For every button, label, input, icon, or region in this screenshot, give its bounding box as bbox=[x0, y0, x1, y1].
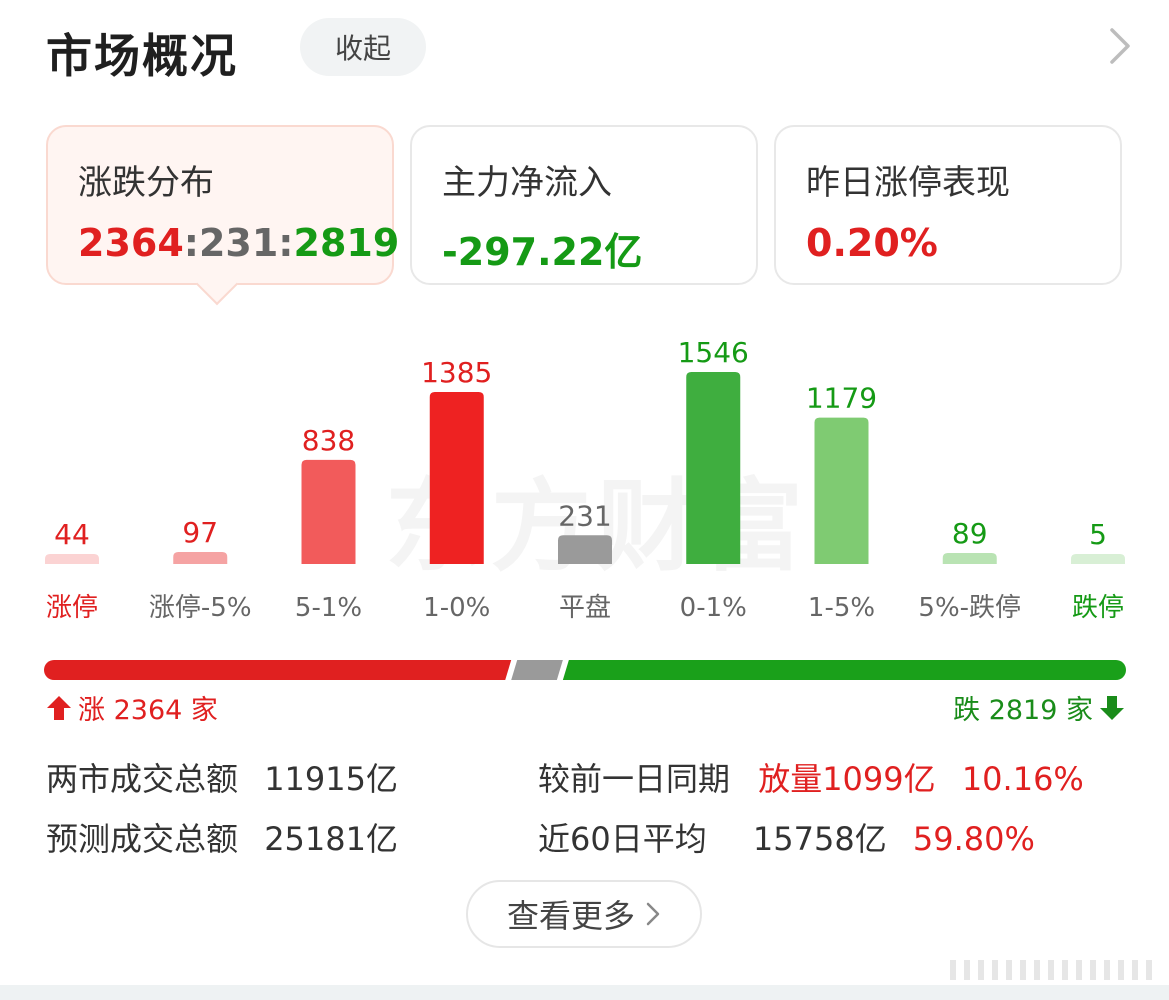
stat-label: 预测成交总额 bbox=[46, 820, 239, 858]
net-inflow-value: -297.22亿 bbox=[442, 230, 643, 274]
bar-0 bbox=[45, 554, 99, 564]
avg-60d-pct: 59.80% bbox=[912, 820, 1035, 858]
advance-decline-bar bbox=[44, 660, 1126, 680]
flat-count: 231 bbox=[198, 221, 279, 265]
card-label: 涨跌分布 bbox=[78, 163, 214, 203]
bar-value-label: 97 bbox=[182, 516, 218, 549]
stat-row: 近60日平均 15758亿 59.80% bbox=[538, 814, 1035, 858]
separator: : bbox=[183, 221, 199, 265]
card-limit-up-performance[interactable]: 昨日涨停表现 0.20% bbox=[774, 125, 1122, 285]
up-summary-text: 涨 2364 家 bbox=[78, 695, 218, 726]
up-summary: 涨 2364 家 bbox=[46, 688, 218, 727]
chevron-right-icon[interactable] bbox=[1102, 26, 1136, 66]
bar-value-label: 1385 bbox=[421, 356, 492, 389]
bar-7 bbox=[942, 552, 997, 564]
view-more-button[interactable]: 查看更多 bbox=[466, 880, 702, 948]
card-label: 主力净流入 bbox=[442, 163, 612, 203]
card-label: 昨日涨停表现 bbox=[806, 163, 1010, 203]
stat-row: 两市成交总额 11915亿 bbox=[46, 754, 398, 798]
bar-value-label: 231 bbox=[558, 499, 611, 532]
total-turnover: 11915亿 bbox=[264, 760, 398, 798]
bottom-strip bbox=[0, 985, 1169, 1000]
stat-label: 两市成交总额 bbox=[46, 760, 239, 798]
category-label: 跌停 bbox=[1072, 593, 1124, 623]
chevron-right-icon bbox=[646, 902, 660, 926]
bar-8 bbox=[1071, 554, 1125, 564]
down-summary: 跌 2819 家 bbox=[953, 688, 1125, 727]
stat-label: 较前一日同期 bbox=[538, 760, 731, 798]
volume-change: 放量1099亿 bbox=[758, 760, 936, 798]
card-main-net-inflow[interactable]: 主力净流入 -297.22亿 bbox=[410, 125, 758, 285]
limit-up-performance-value: 0.20% bbox=[806, 221, 938, 265]
page-title: 市场概况 bbox=[46, 29, 238, 83]
category-label: 0-1% bbox=[680, 593, 747, 623]
volume-change-pct: 10.16% bbox=[961, 760, 1084, 798]
ratio-down-segment bbox=[562, 660, 1126, 680]
bar-value-label: 1179 bbox=[806, 382, 877, 415]
bar-3 bbox=[429, 391, 484, 564]
predicted-turnover: 25181亿 bbox=[264, 820, 398, 858]
separator: : bbox=[278, 221, 294, 265]
collapse-button[interactable]: 收起 bbox=[300, 18, 426, 76]
bar-value-label: 838 bbox=[302, 424, 355, 457]
advance-decline-ratio: 2364:231:2819 bbox=[78, 221, 399, 265]
bar-5 bbox=[686, 372, 741, 564]
ratio-flat-segment bbox=[511, 660, 563, 680]
stat-row: 预测成交总额 25181亿 bbox=[46, 814, 398, 858]
bar-2 bbox=[301, 459, 356, 564]
bar-value-label: 89 bbox=[952, 517, 988, 550]
bar-value-label: 5 bbox=[1089, 518, 1107, 551]
distribution-chart: 44 涨停 97 涨停-5% 838 5-1% 1385 1-0% 231 平盘 1546 0-1% 1… bbox=[45, 336, 1125, 623]
bar-4 bbox=[558, 535, 612, 564]
view-more-label: 查看更多 bbox=[506, 897, 635, 935]
bar-1 bbox=[173, 551, 228, 564]
category-label: 涨停-5% bbox=[149, 593, 252, 623]
stat-label: 近60日平均 bbox=[538, 820, 707, 858]
header: 市场概况 收起 bbox=[46, 14, 1136, 84]
stat-row: 较前一日同期 放量1099亿 10.16% bbox=[538, 754, 1084, 798]
card-advance-decline[interactable]: 涨跌分布 2364:231:2819 bbox=[46, 125, 399, 306]
bar-value-label: 44 bbox=[54, 518, 90, 551]
category-label: 5-1% bbox=[295, 593, 362, 623]
down-summary-text: 跌 2819 家 bbox=[953, 695, 1093, 726]
up-count: 2364 bbox=[78, 221, 184, 265]
ratio-up-segment bbox=[44, 660, 512, 680]
arrow-up-icon bbox=[47, 695, 71, 720]
category-label: 涨停 bbox=[46, 593, 98, 623]
arrow-down-icon bbox=[1100, 695, 1124, 720]
category-label: 5%-跌停 bbox=[918, 593, 1021, 623]
avg-60d-turnover: 15758亿 bbox=[752, 820, 887, 858]
category-label: 1-0% bbox=[423, 593, 490, 623]
bar-6 bbox=[814, 417, 869, 564]
bar-value-label: 1546 bbox=[678, 336, 749, 369]
category-label: 1-5% bbox=[808, 593, 875, 623]
category-label: 平盘 bbox=[559, 593, 611, 623]
down-count: 2819 bbox=[293, 221, 400, 265]
scroll-indicator bbox=[950, 960, 1152, 980]
